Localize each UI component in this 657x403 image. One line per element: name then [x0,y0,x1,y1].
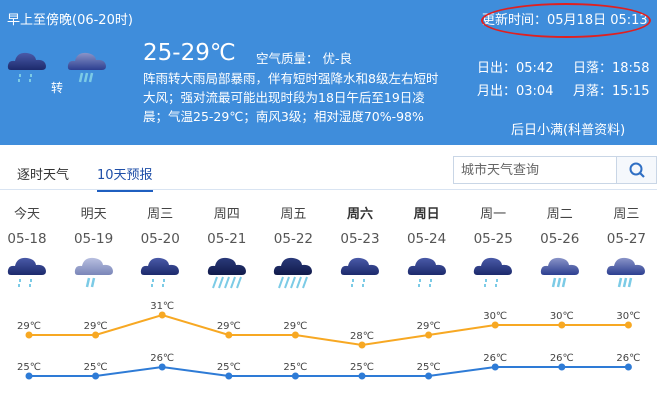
forecast-weekday: 周四 [213,207,240,222]
low-temp-point [624,363,632,371]
high-temp-label: 29℃ [17,321,41,332]
high-temp-point [425,331,433,339]
high-temp-label: 31℃ [150,301,174,312]
shower-icon [138,253,184,293]
low-temp-label: 25℃ [17,362,41,373]
forecast-date: 05-19 [73,231,114,247]
forecast-date: 05-27 [606,231,646,247]
search-input[interactable] [454,157,617,183]
forecast-date: 05-26 [540,231,580,247]
forecast-weekday: 周六 [346,207,373,222]
high-temp-point [158,311,166,319]
low-temp-label: 26℃ [550,353,574,364]
transition-label: 转 [51,81,64,95]
heavy-rain-icon [271,253,317,293]
weather-description: 阵雨转大雨局部暴雨，伴有短时强降水和8级左右短时大风；强对流最可能出现时段为18… [143,71,439,124]
high-temp-point [358,341,366,349]
low-temp-point [25,372,33,380]
low-temp-label: 25℃ [84,362,108,373]
solar-term-link[interactable]: 后日小满(科普资料) [511,123,626,138]
high-temp-label: 30℃ [550,311,574,322]
sunrise: 日出：05:42 [477,61,554,76]
red-annotation-ellipse [481,3,651,38]
high-temp-label: 29℃ [417,321,441,332]
high-temp-point [291,331,299,339]
low-temp-point [491,363,499,371]
moderate-rain-icon [65,48,111,88]
high-temp-label: 29℃ [84,321,108,332]
search-icon [629,162,645,178]
period-label: 早上至傍晚(06-20时) [7,13,133,28]
forecast-weekday: 周三 [613,207,640,222]
low-temp-point [225,372,233,380]
low-temp-point [291,372,299,380]
forecast-date: 05-25 [473,231,513,247]
high-temp-label: 30℃ [616,311,640,322]
sunset: 日落：18:58 [573,61,650,76]
low-temp-label: 26℃ [616,353,640,364]
high-temp-label: 29℃ [283,321,307,332]
moderate-rain-icon [538,253,584,293]
low-temp-label: 25℃ [217,362,241,373]
forecast-date: 05-20 [140,231,180,247]
shower-icon [471,253,517,293]
low-temp-label: 25℃ [283,362,307,373]
high-temp-point [558,321,566,329]
shower-icon [5,48,51,88]
shower-icon [5,253,51,293]
search-button[interactable] [616,157,656,183]
low-temp-point [92,372,100,380]
low-temp-label: 26℃ [150,353,174,364]
low-temp-label: 25℃ [417,362,441,373]
shower-icon [405,253,451,293]
forecast-date: 05-22 [273,231,313,247]
city-search [453,156,657,184]
low-temp-point [358,372,366,380]
high-temp-point [225,331,233,339]
heavy-rain-icon [205,253,251,293]
temperature-range: 25-29℃ [143,40,236,66]
forecast-weekday: 周一 [480,207,507,222]
high-temp-label: 28℃ [350,331,374,342]
forecast-weekday: 周三 [147,207,174,222]
forecast-date: 05-23 [340,231,380,247]
low-temp-point [425,372,433,380]
forecast-weekday: 周日 [413,207,440,222]
low-temp-label: 25℃ [350,362,374,373]
light-rain-icon [72,253,118,293]
low-temp-point [158,363,166,371]
forecast-date: 05-24 [406,231,447,247]
high-temp-label: 29℃ [217,321,241,332]
tab-10-day[interactable]: 10天预报 [97,164,153,192]
forecast-weekday: 周五 [280,207,307,222]
forecast-weekday: 明天 [80,207,107,222]
moonset: 月落：15:15 [573,84,650,99]
low-temp-point [558,363,566,371]
forecast-weekday: 周二 [546,207,573,222]
tab-divider [0,189,657,190]
low-temp-line [29,365,629,377]
forecast-weekday: 今天 [13,207,40,222]
tab-hourly[interactable]: 逐时天气 [17,168,70,183]
high-temp-label: 30℃ [483,311,507,322]
moonrise: 月出：03:04 [477,84,554,99]
high-temp-point [491,321,499,329]
today-summary-panel: 早上至傍晚(06-20时) 转 25-29℃ 空气质量： 优-良 阵雨转大雨局部… [0,0,657,145]
forecast-date: 05-21 [207,231,247,247]
forecast-date: 05-18 [7,231,47,247]
high-temp-point [92,331,100,339]
high-temp-point [624,321,632,329]
high-temp-line [29,313,629,347]
air-quality: 空气质量： 优-良 [256,51,352,66]
high-temp-point [25,331,33,339]
moderate-rain-icon [604,253,650,293]
low-temp-label: 26℃ [483,353,507,364]
shower-icon [338,253,384,293]
